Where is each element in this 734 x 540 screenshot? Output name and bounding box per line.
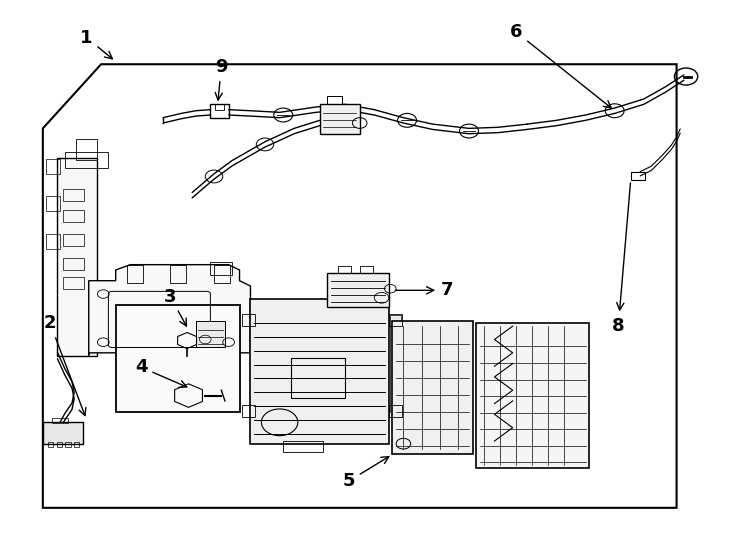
Bar	[291, 358, 345, 399]
Bar	[211, 262, 232, 275]
Bar	[283, 441, 323, 452]
Text: 5: 5	[343, 457, 389, 490]
Bar	[360, 266, 373, 273]
Polygon shape	[89, 265, 250, 355]
Bar	[63, 210, 84, 222]
Bar	[57, 158, 98, 355]
Bar	[393, 321, 473, 454]
Bar	[389, 405, 402, 417]
Bar	[211, 104, 228, 118]
Bar	[48, 442, 53, 448]
Bar	[46, 196, 59, 211]
Bar	[63, 234, 84, 246]
Bar	[57, 442, 62, 448]
Bar	[250, 299, 389, 444]
Bar	[216, 104, 224, 110]
Text: 9: 9	[215, 58, 228, 100]
Bar	[214, 265, 230, 284]
Bar	[241, 405, 255, 417]
Bar	[476, 323, 589, 468]
Bar	[327, 273, 389, 307]
Bar	[327, 96, 341, 104]
Bar	[126, 265, 142, 284]
Text: 1: 1	[80, 29, 112, 59]
Bar	[63, 277, 84, 289]
Text: 6: 6	[510, 23, 611, 108]
Bar	[46, 159, 59, 174]
Bar	[241, 314, 255, 326]
Bar	[65, 152, 109, 168]
Bar	[390, 315, 401, 411]
Bar	[631, 172, 645, 180]
Text: 8: 8	[612, 183, 631, 335]
Text: 2: 2	[44, 314, 86, 416]
Bar	[46, 234, 59, 248]
Bar	[52, 418, 68, 423]
Bar	[76, 139, 98, 160]
Bar	[319, 104, 360, 134]
Bar	[338, 266, 351, 273]
Text: 7: 7	[396, 281, 454, 299]
Bar	[389, 314, 402, 326]
Bar	[74, 442, 79, 448]
Bar	[43, 422, 83, 444]
Bar	[116, 305, 239, 411]
Bar	[65, 442, 70, 448]
Text: 4: 4	[135, 358, 186, 387]
Bar	[170, 265, 186, 284]
Bar	[63, 258, 84, 270]
Text: 3: 3	[164, 288, 186, 326]
Bar	[63, 189, 84, 200]
Bar	[196, 321, 225, 348]
